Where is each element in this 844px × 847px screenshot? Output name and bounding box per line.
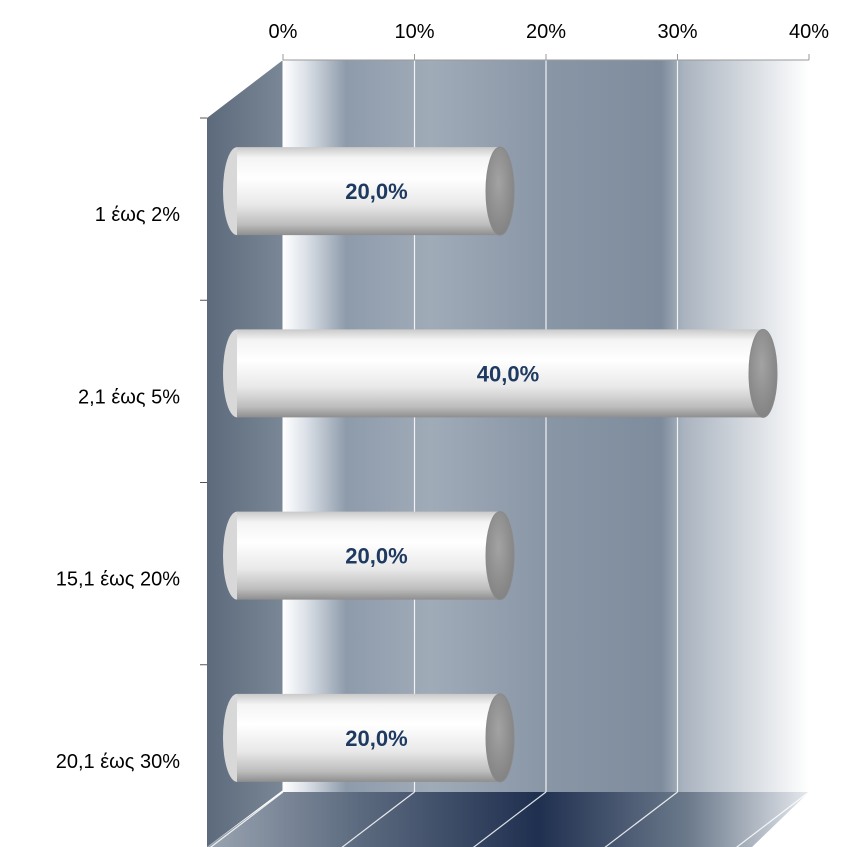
bar-body bbox=[237, 693, 500, 782]
floor-gridlines bbox=[209, 791, 810, 847]
data-label: 20,0% bbox=[345, 179, 407, 204]
x-tick-label: 30% bbox=[657, 21, 697, 43]
bar bbox=[223, 146, 515, 236]
bars bbox=[223, 146, 778, 783]
bar-body bbox=[237, 511, 500, 600]
data-label: 20,0% bbox=[345, 544, 407, 569]
floor-gridline bbox=[735, 791, 810, 847]
category-label: 1 έως 2% bbox=[95, 204, 181, 226]
bar-body bbox=[237, 147, 500, 236]
bar-end-cap bbox=[485, 511, 515, 601]
bar bbox=[223, 328, 778, 418]
x-tick-label: 40% bbox=[789, 21, 829, 43]
side-wall bbox=[207, 60, 283, 847]
bar bbox=[223, 693, 515, 783]
category-label: 20,1 έως 30% bbox=[56, 751, 180, 773]
bar-end-cap bbox=[485, 693, 515, 783]
floor bbox=[207, 792, 809, 847]
category-label: 15,1 έως 20% bbox=[56, 569, 180, 591]
x-tick-label: 0% bbox=[269, 21, 298, 43]
bar-end-cap bbox=[748, 328, 778, 418]
floor-gridline bbox=[604, 791, 678, 847]
category-label: 2,1 έως 5% bbox=[78, 386, 180, 408]
bar bbox=[223, 511, 515, 601]
labels: 20,0% 1 έως 2% 40,0% 2,1 έως 5% 20,0% 15,1 έω… bbox=[56, 179, 539, 773]
x-tick-label: 20% bbox=[526, 21, 566, 43]
data-label: 20,0% bbox=[345, 726, 407, 751]
data-label: 40,0% bbox=[477, 361, 539, 386]
bar-body bbox=[237, 329, 763, 418]
floor-gridline bbox=[472, 791, 547, 847]
x-axis-ticks: 0% 10% 20% 30% 40% bbox=[269, 21, 829, 61]
floor-gridline bbox=[209, 791, 284, 847]
bar-end-cap bbox=[485, 146, 515, 236]
x-tick-label: 10% bbox=[394, 21, 434, 43]
y-axis-ticks bbox=[200, 117, 207, 666]
floor-gridline bbox=[341, 791, 415, 847]
